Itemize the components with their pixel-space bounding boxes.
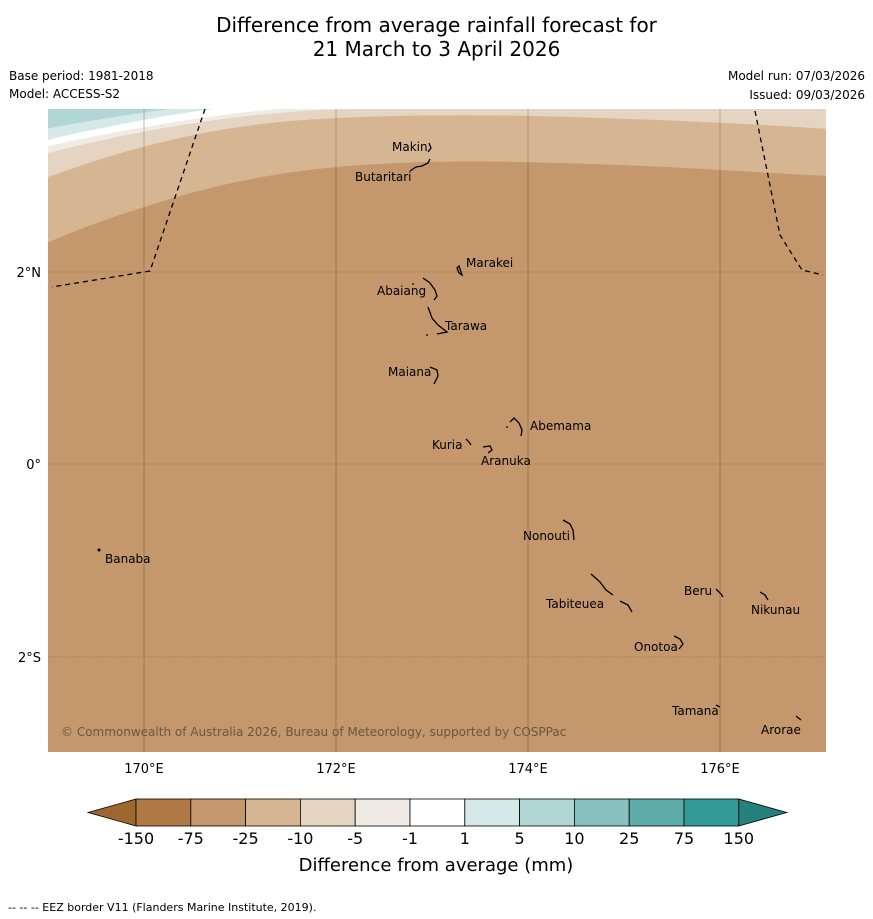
onotoa-outline bbox=[673, 635, 684, 650]
colorbar-label-7: 5 bbox=[515, 829, 525, 848]
colorbar-swatch-6 bbox=[464, 798, 520, 827]
rainfall-contours bbox=[48, 109, 826, 752]
aranuka-outline bbox=[482, 445, 493, 454]
island-label-onotoa: Onotoa bbox=[634, 640, 678, 654]
beru-outline bbox=[715, 588, 724, 598]
colorbar-labels: -150 -75 -25 -10 -5 -1 1 5 10 25 75 150 bbox=[118, 829, 754, 848]
colorbar-swatch-5 bbox=[409, 798, 466, 827]
island-label-beru: Beru bbox=[684, 584, 712, 598]
colorbar-swatch-0 bbox=[135, 798, 192, 827]
nonouti-outline bbox=[562, 519, 575, 541]
colorbar-swatch-4 bbox=[354, 798, 411, 827]
colorbar-label-9: 25 bbox=[619, 829, 639, 848]
island-label-nonouti: Nonouti bbox=[523, 529, 570, 543]
nikunau-outline bbox=[759, 591, 769, 601]
abaiang-outline bbox=[422, 277, 438, 301]
axis-ticks: 2°N 0° 2°S 170°E 172°E 174°E 176°E bbox=[17, 266, 740, 777]
contour-band-minus10 bbox=[48, 109, 826, 178]
colorbar-label-0: -150 bbox=[118, 829, 154, 848]
island-labels: Makin Butaritari Marakei Abaiang Tarawa … bbox=[105, 140, 801, 737]
colorbar-swatch-10 bbox=[683, 798, 740, 827]
colorbar-swatch-3 bbox=[299, 798, 356, 827]
butaritari-outline bbox=[409, 158, 431, 172]
model-name: Model: ACCESS-S2 bbox=[9, 87, 121, 101]
makin-outline bbox=[427, 142, 432, 153]
colorbar-label-2: -25 bbox=[233, 829, 259, 848]
island-label-nikunau: Nikunau bbox=[751, 603, 800, 617]
island-label-tarawa: Tarawa bbox=[444, 319, 487, 333]
abemama-outline bbox=[509, 417, 523, 437]
colorbar-title: Difference from average (mm) bbox=[299, 855, 574, 876]
tamana-outline bbox=[715, 704, 721, 708]
model-run: Model run: 07/03/2026 bbox=[727, 69, 865, 83]
island-dots bbox=[97, 283, 508, 552]
lat-tick-2s: 2°S bbox=[18, 651, 41, 666]
contour-band-minus75 bbox=[48, 109, 826, 752]
chart-title-line2: 21 March to 3 April 2026 bbox=[312, 37, 561, 61]
colorbar-swatch-1 bbox=[190, 798, 247, 827]
island-outlines bbox=[98, 142, 802, 721]
colorbar-over-arrow bbox=[738, 798, 789, 827]
island-label-banaba: Banaba bbox=[105, 552, 151, 566]
lon-tick-172e: 172°E bbox=[316, 762, 356, 777]
colorbar-swatch-9 bbox=[628, 798, 685, 827]
colorbar-swatch-7 bbox=[519, 798, 575, 827]
island-label-marakei: Marakei bbox=[466, 256, 513, 270]
maiana-outline bbox=[429, 366, 439, 385]
colorbar-label-10: 75 bbox=[674, 829, 694, 848]
copyright-text: © Commonwealth of Australia 2026, Bureau… bbox=[61, 725, 566, 739]
island-label-arorae: Arorae bbox=[761, 723, 801, 737]
colorbar-swatch-2 bbox=[245, 798, 301, 827]
island-label-kuria: Kuria bbox=[432, 438, 463, 452]
tabiteuea-south-outline bbox=[619, 600, 633, 613]
colorbar-label-8: 10 bbox=[564, 829, 584, 848]
lat-tick-0: 0° bbox=[26, 458, 41, 473]
base-period: Base period: 1981-2018 bbox=[9, 69, 154, 83]
lon-tick-170e: 170°E bbox=[124, 762, 164, 777]
island-label-abaiang: Abaiang bbox=[377, 284, 426, 298]
colorbar bbox=[86, 798, 789, 827]
eez-footnote: -- -- -- EEZ border V11 (Flanders Marine… bbox=[8, 901, 317, 914]
chart-title-line1: Difference from average rainfall forecas… bbox=[216, 13, 657, 37]
lat-tick-2n: 2°N bbox=[17, 266, 42, 281]
gridlines bbox=[48, 109, 826, 752]
island-label-butaritari: Butaritari bbox=[355, 170, 412, 184]
island-label-makin: Makin bbox=[392, 140, 428, 154]
island-label-abemama: Abemama bbox=[530, 419, 591, 433]
tabiteuea-north-outline bbox=[590, 573, 614, 596]
contour-band-minus25 bbox=[48, 109, 826, 243]
marakei-outline bbox=[456, 264, 464, 277]
colorbar-label-1: -75 bbox=[178, 829, 204, 848]
colorbar-label-6: 1 bbox=[460, 829, 470, 848]
island-label-aranuka: Aranuka bbox=[481, 454, 531, 468]
colorbar-label-5: -1 bbox=[402, 829, 418, 848]
island-label-maiana: Maiana bbox=[388, 365, 431, 379]
island-label-tamana: Tamana bbox=[671, 704, 719, 718]
island-label-tabiteuea: Tabiteuea bbox=[545, 597, 604, 611]
colorbar-label-3: -10 bbox=[287, 829, 313, 848]
issued-date: Issued: 09/03/2026 bbox=[749, 88, 865, 102]
kuria-outline bbox=[465, 438, 472, 446]
colorbar-label-11: 150 bbox=[724, 829, 755, 848]
tarawa-outline bbox=[427, 306, 449, 335]
eez-border bbox=[51, 108, 824, 288]
colorbar-under-arrow bbox=[86, 798, 137, 827]
lon-tick-174e: 174°E bbox=[508, 762, 548, 777]
arorae-outline bbox=[795, 715, 802, 721]
lon-tick-176e: 176°E bbox=[700, 762, 740, 777]
contour-band-plus5 bbox=[48, 109, 170, 129]
colorbar-swatch-8 bbox=[574, 798, 630, 827]
colorbar-label-4: -5 bbox=[347, 829, 363, 848]
